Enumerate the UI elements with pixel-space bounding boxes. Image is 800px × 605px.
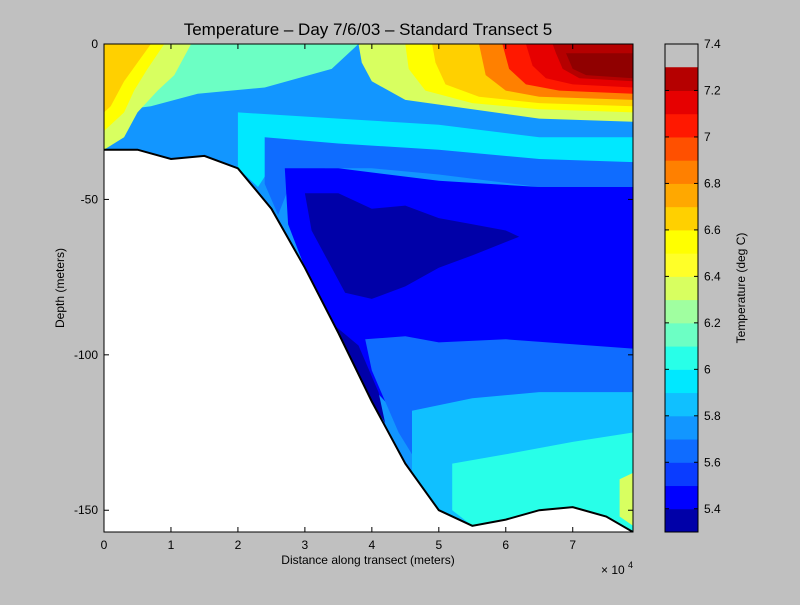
colorbar-tick-label: 5.6 — [704, 455, 721, 469]
colorbar-tick-label: 5.8 — [704, 409, 721, 423]
colorbar-tick-label: 7 — [704, 130, 711, 144]
colorbar-swatch — [665, 415, 698, 440]
contour-region-12 — [566, 53, 633, 79]
colorbar-tick-label: 6.8 — [704, 176, 721, 190]
x-axis-exponent: × 10 4 — [601, 560, 633, 577]
colorbar-tick-label: 7.4 — [704, 37, 721, 51]
x-axis-exponent-power: 4 — [628, 560, 633, 570]
contour-region-14 — [264, 137, 633, 215]
colorbar-tick-label: 7.2 — [704, 83, 721, 97]
chart-title: Temperature – Day 7/6/03 – Standard Tran… — [184, 20, 553, 39]
y-axis-label: Depth (meters) — [53, 248, 67, 328]
contour-region-21 — [619, 472, 633, 526]
x-tick-label: 7 — [569, 538, 576, 552]
colorbar-swatch — [665, 67, 698, 91]
y-tick-label: -100 — [74, 348, 98, 362]
colorbar-swatch — [665, 136, 698, 161]
colorbar-tick-label: 6 — [704, 362, 711, 376]
y-tick-label: 0 — [91, 37, 98, 51]
colorbar-swatch — [665, 160, 698, 184]
x-axis-exponent-base: × 10 — [601, 563, 625, 577]
seafloor-profile-line — [104, 148, 633, 532]
y-axis: 0 -50 -100 -150 — [74, 37, 633, 517]
plot-area — [104, 44, 633, 532]
x-tick-label: 4 — [369, 538, 376, 552]
x-tick-label: 6 — [502, 538, 509, 552]
colorbar-frame — [664, 43, 699, 533]
seafloor-mask — [104, 149, 633, 532]
colorbar-tick-label: 6.6 — [704, 223, 721, 237]
colorbar-swatch — [665, 322, 698, 347]
x-tick-label: 5 — [435, 538, 442, 552]
colorbar-swatch — [665, 113, 698, 138]
colorbar-swatch — [665, 229, 698, 254]
colorbar — [665, 67, 698, 533]
x-axis: 0 1 2 3 4 5 6 7 — [101, 44, 576, 552]
colorbar-swatch — [665, 90, 698, 115]
colorbar-swatch — [665, 439, 698, 463]
colorbar-swatch — [665, 369, 698, 394]
x-tick-label: 3 — [302, 538, 309, 552]
colorbar-swatch — [665, 346, 698, 370]
x-axis-label: Distance along transect (meters) — [281, 553, 454, 567]
colorbar-ticks: 5.4 5.6 5.8 6 6.2 6.4 6.6 6.8 7 7.2 7.4 — [665, 37, 721, 516]
contour-region-20 — [452, 432, 633, 532]
y-tick-label: -150 — [74, 503, 98, 517]
colorbar-tick-label: 6.4 — [704, 269, 721, 283]
contour-region-4 — [104, 44, 151, 113]
contour-region-16 — [304, 193, 520, 299]
x-tick-label: 0 — [101, 538, 108, 552]
plot-frame — [103, 43, 634, 533]
colorbar-swatch — [665, 183, 698, 208]
x-tick-label: 2 — [235, 538, 242, 552]
colorbar-swatch — [665, 462, 698, 487]
colorbar-tick-label: 6.2 — [704, 316, 721, 330]
colorbar-swatch — [665, 485, 698, 510]
colorbar-swatch — [665, 508, 698, 533]
colorbar-swatch — [665, 206, 698, 231]
x-tick-label: 1 — [168, 538, 175, 552]
y-tick-label: -50 — [81, 192, 99, 206]
colorbar-swatch — [665, 392, 698, 417]
colorbar-swatch — [665, 276, 698, 301]
colorbar-swatch — [665, 299, 698, 324]
colorbar-label: Temperature (deg C) — [734, 233, 748, 344]
colorbar-swatch — [665, 253, 698, 277]
colorbar-tick-label: 5.4 — [704, 502, 721, 516]
